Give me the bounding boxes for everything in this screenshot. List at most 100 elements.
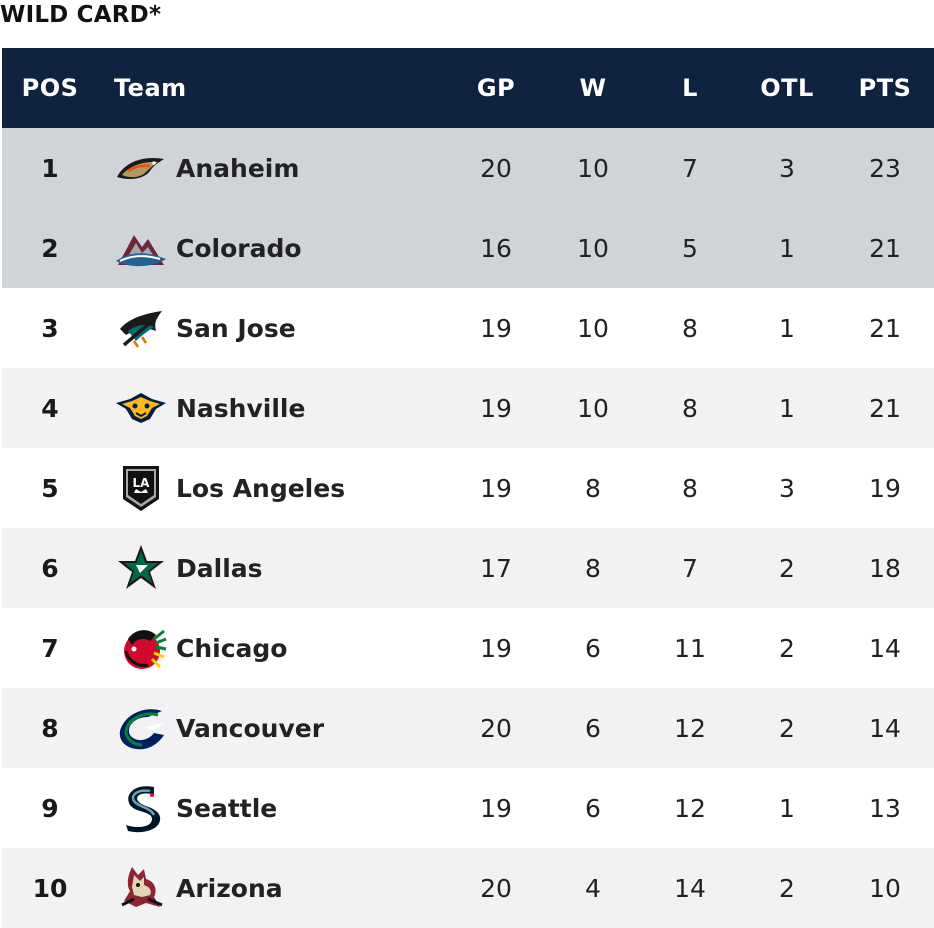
wins-cell: 6: [585, 793, 601, 823]
position-cell: 6: [41, 553, 59, 583]
gp-cell: 17: [480, 553, 512, 583]
table-row[interactable]: 8 Vancouver 20 6 12 2 14: [2, 688, 934, 768]
team-name: Seattle: [176, 793, 278, 823]
table-header: POS Team GP W L OTL PTS: [2, 48, 934, 128]
team-cell[interactable]: Seattle: [114, 768, 454, 848]
anaheim-ducks-logo-icon: [114, 141, 168, 195]
losses-cell: 7: [682, 153, 698, 183]
losses-cell: 8: [682, 313, 698, 343]
gp-cell: 19: [480, 313, 512, 343]
team-name: Arizona: [176, 873, 283, 903]
otl-cell: 1: [779, 793, 795, 823]
position-cell: 2: [41, 233, 59, 263]
table-row[interactable]: 5 LA Los Angeles 19 8 8 3 19: [2, 448, 934, 528]
wins-cell: 10: [577, 233, 609, 263]
wins-cell: 4: [585, 873, 601, 903]
wins-cell: 10: [577, 313, 609, 343]
team-cell[interactable]: LA Los Angeles: [114, 448, 454, 528]
standings-table: POS Team GP W L OTL PTS 1 Anaheim 20 10 7 3 23…: [2, 48, 934, 928]
points-cell: 18: [869, 553, 901, 583]
points-cell: 21: [869, 313, 901, 343]
position-cell: 5: [41, 473, 59, 503]
gp-cell: 20: [480, 873, 512, 903]
team-cell[interactable]: Chicago: [114, 608, 454, 688]
team-name: Vancouver: [176, 713, 325, 743]
section-title: WILD CARD*: [0, 2, 162, 28]
otl-cell: 1: [779, 393, 795, 423]
gp-cell: 16: [480, 233, 512, 263]
san-jose-sharks-logo-icon: [114, 301, 168, 355]
team-name: Anaheim: [176, 153, 300, 183]
column-header-w[interactable]: W: [579, 74, 607, 102]
losses-cell: 7: [682, 553, 698, 583]
wins-cell: 6: [585, 633, 601, 663]
table-row[interactable]: 9 Seattle 19 6 12 1 13: [2, 768, 934, 848]
column-header-otl[interactable]: OTL: [760, 74, 814, 102]
colorado-avalanche-logo-icon: [114, 221, 168, 275]
team-cell[interactable]: Nashville: [114, 368, 454, 448]
gp-cell: 19: [480, 633, 512, 663]
team-cell[interactable]: Anaheim: [114, 128, 454, 208]
dallas-stars-logo-icon: [114, 541, 168, 595]
position-cell: 4: [41, 393, 59, 423]
losses-cell: 5: [682, 233, 698, 263]
table-row[interactable]: 4 Nashville 19 10 8 1 21: [2, 368, 934, 448]
team-cell[interactable]: Arizona: [114, 848, 454, 928]
losses-cell: 12: [674, 793, 706, 823]
otl-cell: 2: [779, 873, 795, 903]
team-name: Dallas: [176, 553, 263, 583]
gp-cell: 19: [480, 393, 512, 423]
column-header-pos[interactable]: POS: [21, 74, 79, 102]
table-row[interactable]: 10 Arizona 20 4 14 2 10: [2, 848, 934, 928]
points-cell: 14: [869, 713, 901, 743]
team-name: San Jose: [176, 313, 296, 343]
column-header-gp[interactable]: GP: [476, 74, 516, 102]
points-cell: 19: [869, 473, 901, 503]
nashville-predators-logo-icon: [114, 381, 168, 435]
seattle-kraken-logo-icon: [114, 781, 168, 835]
wins-cell: 8: [585, 473, 601, 503]
otl-cell: 2: [779, 633, 795, 663]
gp-cell: 20: [480, 153, 512, 183]
points-cell: 23: [869, 153, 901, 183]
team-cell[interactable]: Colorado: [114, 208, 454, 288]
losses-cell: 8: [682, 393, 698, 423]
wins-cell: 10: [577, 153, 609, 183]
losses-cell: 8: [682, 473, 698, 503]
otl-cell: 3: [779, 153, 795, 183]
table-row[interactable]: 1 Anaheim 20 10 7 3 23: [2, 128, 934, 208]
otl-cell: 1: [779, 313, 795, 343]
table-row[interactable]: 7 Chicago 19 6 11 2 14: [2, 608, 934, 688]
otl-cell: 2: [779, 553, 795, 583]
position-cell: 3: [41, 313, 59, 343]
column-header-team-label: Team: [114, 74, 187, 102]
points-cell: 21: [869, 233, 901, 263]
column-header-team[interactable]: Team: [114, 48, 454, 128]
team-name: Chicago: [176, 633, 288, 663]
los-angeles-kings-logo-icon: LA: [114, 461, 168, 515]
team-name: Colorado: [176, 233, 302, 263]
table-row[interactable]: 6 Dallas 17 8 7 2 18: [2, 528, 934, 608]
points-cell: 21: [869, 393, 901, 423]
table-row[interactable]: 3 San Jose 19 10 8 1 21: [2, 288, 934, 368]
points-cell: 13: [869, 793, 901, 823]
points-cell: 10: [869, 873, 901, 903]
column-header-pts[interactable]: PTS: [858, 74, 912, 102]
chicago-blackhawks-logo-icon: [114, 621, 168, 675]
gp-cell: 20: [480, 713, 512, 743]
team-cell[interactable]: Dallas: [114, 528, 454, 608]
team-name: Los Angeles: [176, 473, 346, 503]
team-cell[interactable]: Vancouver: [114, 688, 454, 768]
vancouver-canucks-logo-icon: [114, 701, 168, 755]
arizona-coyotes-logo-icon: [114, 861, 168, 915]
position-cell: 8: [41, 713, 59, 743]
table-body: 1 Anaheim 20 10 7 3 23 2 Colorado 16 10 5 1 21 3 San Jo…: [2, 128, 934, 928]
svg-text:LA: LA: [133, 476, 151, 490]
team-name: Nashville: [176, 393, 306, 423]
team-cell[interactable]: San Jose: [114, 288, 454, 368]
table-row[interactable]: 2 Colorado 16 10 5 1 21: [2, 208, 934, 288]
wins-cell: 6: [585, 713, 601, 743]
position-cell: 9: [41, 793, 59, 823]
position-cell: 10: [32, 873, 68, 903]
column-header-l[interactable]: L: [682, 74, 698, 102]
